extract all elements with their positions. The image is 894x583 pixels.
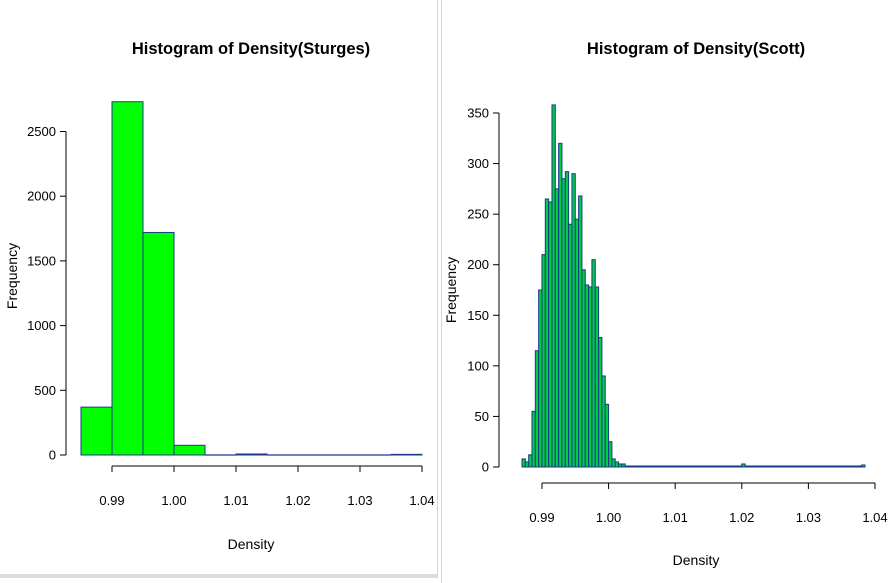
chart2-bar [608,441,613,468]
chart1-bar [80,406,113,456]
chart1-x-tick-label: 0.99 [99,493,124,508]
chart1-x-axis-label: Density [228,536,275,552]
chart1-y-tick-label: 1000 [27,318,56,333]
chart1-title: Histogram of Density(Sturges) [132,40,370,58]
chart1-x-tick-label: 1.03 [347,493,372,508]
chart2-bar [741,463,746,468]
chart1-bar [111,101,144,456]
chart2-y-tick-label: 50 [475,409,489,424]
histogram-panel-scott: Histogram of Density(Scott) 0 50 100 150 200 2… [441,0,894,583]
chart2-y-tick-label: 150 [467,308,489,323]
histogram-sturges-chart: Histogram of Density(Sturges) 0 500 1000 150… [4,40,435,552]
chart2-x-tick-label: 1.03 [796,510,821,525]
chart2-title: Histogram of Density(Scott) [587,40,805,58]
chart2-bar [604,403,610,468]
chart1-bar [390,453,423,456]
chart1-x-tick-label: 1.02 [285,493,310,508]
chart2-y-tick-label: 200 [467,257,489,272]
chart1-y-tick-label: 500 [34,383,56,398]
chart1-bar [235,453,268,456]
chart2-y-tick-label: 100 [467,358,489,373]
chart2-x-tick-label: 0.99 [529,510,554,525]
chart1-y-axis-label: Frequency [4,243,20,309]
chart2-y-axis-label: Frequency [443,257,459,323]
chart2-bar [861,464,866,468]
chart2-x-tick-label: 1.01 [663,510,688,525]
chart1-y-tick-label: 2000 [27,189,56,204]
chart2-y-tick-label: 250 [467,207,489,222]
chart2-x-tick-label: 1.04 [862,510,887,525]
chart2-x-tick-label: 1.02 [729,510,754,525]
chart2-y-tick-label: 300 [467,156,489,171]
chart2-y-tick-label: 0 [482,460,489,475]
histogram-panel-sturges: Histogram of Density(Sturges) 0 500 1000 150… [0,0,438,578]
chart1-y-tick-label: 0 [49,448,56,463]
chart1-bar [142,231,175,456]
chart1-y-tick-label: 1500 [27,253,56,268]
chart2-x-axis-label: Density [673,552,720,568]
chart1-x-tick-label: 1.00 [161,493,186,508]
chart1-bar [173,444,206,456]
chart2-bar [621,463,626,468]
chart1-x-tick-label: 1.01 [223,493,248,508]
chart1-x-tick-label: 1.04 [409,493,434,508]
chart2-y-tick-label: 350 [467,106,489,121]
chart1-y-tick-label: 2500 [27,124,56,139]
chart2-x-tick-label: 1.00 [596,510,621,525]
histogram-scott-chart: Histogram of Density(Scott) 0 50 100 150 200 2… [443,40,888,568]
